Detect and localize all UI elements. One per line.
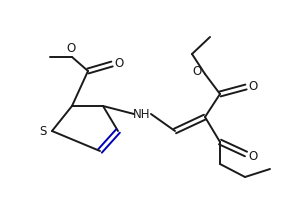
Text: O: O xyxy=(248,150,257,163)
Text: O: O xyxy=(114,57,124,70)
Text: O: O xyxy=(67,42,76,55)
Text: S: S xyxy=(39,125,47,138)
Text: NH: NH xyxy=(133,108,151,121)
Text: O: O xyxy=(192,65,202,78)
Text: O: O xyxy=(248,80,257,93)
